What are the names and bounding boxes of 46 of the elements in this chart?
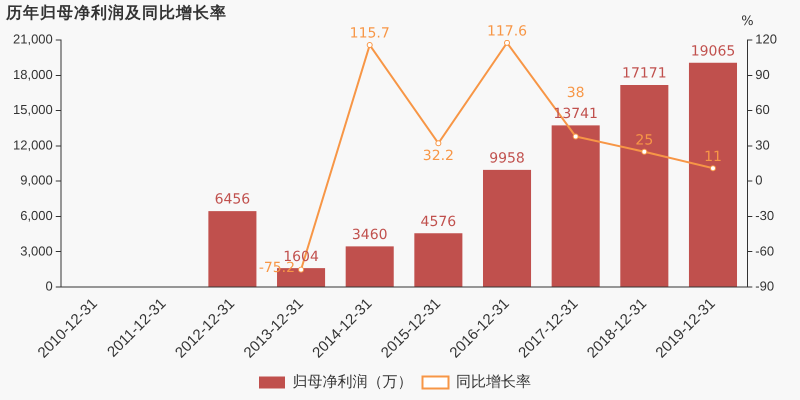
bar (208, 211, 256, 287)
y-tick-label: 6,000 (20, 208, 53, 224)
point (435, 140, 442, 146)
data-label: 11 (704, 148, 722, 165)
y-tick-label: 18,000 (12, 66, 53, 82)
bar (482, 170, 532, 287)
bar (346, 246, 394, 287)
data-label: 4576 (420, 214, 456, 230)
data-label: 25 (635, 132, 654, 148)
y2-tick-label: 120 (755, 32, 778, 47)
data-label: 17171 (622, 66, 667, 82)
point (298, 266, 304, 273)
y2-tick-label: -90 (755, 278, 774, 294)
y2-tick-label: 30 (755, 137, 770, 152)
y2-axis-title: % (741, 14, 754, 29)
bar (620, 85, 668, 287)
y-tick-label: 15,000 (12, 102, 53, 118)
bar (688, 62, 738, 287)
legend-label: 归母净利润（万） (292, 374, 412, 391)
data-label: 38 (566, 85, 585, 102)
y-tick-label: 9,000 (20, 172, 53, 188)
y-tick-label: 21,000 (12, 32, 53, 47)
data-label: 9958 (489, 150, 525, 167)
point (641, 148, 648, 155)
bar (414, 233, 462, 287)
data-label: 32.2 (422, 148, 454, 164)
bar (552, 125, 600, 287)
y-tick-label: 3,000 (20, 243, 53, 258)
y2-tick-label: 90 (755, 66, 770, 82)
legend-label: 同比增长率 (456, 374, 531, 391)
data-label: 3460 (352, 226, 388, 243)
data-label: 117.6 (486, 23, 528, 40)
y-tick-label: 12,000 (12, 137, 53, 152)
point (504, 40, 510, 46)
y2-tick-label: -30 (755, 208, 774, 224)
data-label: 19065 (690, 43, 736, 60)
chart-title: 历年归母净利润及同比增长率 (6, 3, 227, 24)
data-label: 6456 (214, 192, 250, 208)
y2-tick-label: 0 (755, 172, 763, 188)
y-tick-label: 0 (46, 278, 53, 294)
point (710, 165, 716, 172)
point (572, 133, 579, 140)
y2-tick-label: 60 (755, 102, 770, 118)
data-label: 115.7 (350, 26, 390, 42)
y2-tick-label: -60 (755, 243, 774, 258)
point (366, 42, 373, 48)
